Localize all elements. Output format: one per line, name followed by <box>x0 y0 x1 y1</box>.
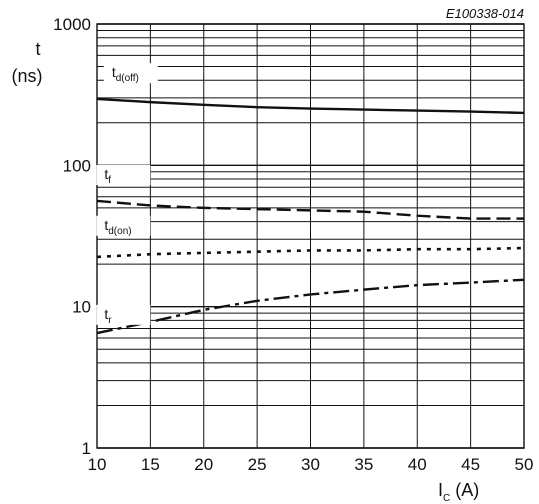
x-tick-label: 20 <box>194 455 213 474</box>
x-axis-subscript: C <box>443 493 450 504</box>
series-label-bg <box>96 215 151 236</box>
x-axis-unit: (A) <box>455 480 479 500</box>
series-label: td(off) <box>112 64 139 84</box>
series-label-bg <box>103 63 158 84</box>
x-tick-label: 25 <box>248 455 267 474</box>
series-labels: td(off) tf td(on) tr <box>96 63 158 326</box>
x-axis-symbol: I <box>438 480 443 500</box>
y-tick-label: 1 <box>82 439 91 458</box>
series-label: tr <box>104 306 112 326</box>
x-tick-label: 40 <box>408 455 427 474</box>
y-axis-symbol: t <box>35 39 40 59</box>
plot-frame <box>96 23 525 449</box>
x-tick-label: 50 <box>515 455 534 474</box>
x-tick-label: 10 <box>88 455 107 474</box>
figure-code: E100338-014 <box>446 6 524 21</box>
x-tick-label: 45 <box>461 455 480 474</box>
x-tick-label: 30 <box>301 455 320 474</box>
series-line-don <box>96 246 525 259</box>
x-tick-label: 35 <box>354 455 373 474</box>
y-tick-label: 1000 <box>53 15 91 34</box>
series-line-f <box>96 199 524 220</box>
series-group <box>96 97 525 335</box>
x-axis-label: IC (A) <box>438 480 479 504</box>
series-label: tf <box>104 166 111 186</box>
series-label-bg <box>96 304 151 325</box>
y-axis-unit: (ns) <box>12 66 43 86</box>
series-line-doff <box>96 97 525 115</box>
y-tick-label: 10 <box>72 298 91 317</box>
grid <box>96 23 525 449</box>
x-tick-label: 15 <box>141 455 160 474</box>
series-line-r <box>96 278 525 335</box>
y-tick-label: 100 <box>63 156 91 175</box>
series-label-bg <box>96 165 151 186</box>
series-label: td(on) <box>104 217 131 237</box>
